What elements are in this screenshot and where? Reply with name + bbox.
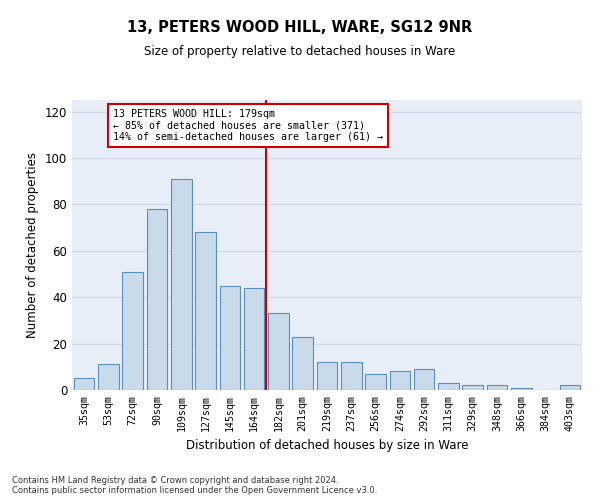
- Bar: [171, 179, 191, 390]
- Text: Contains HM Land Registry data © Crown copyright and database right 2024.
Contai: Contains HM Land Registry data © Crown c…: [12, 476, 377, 495]
- Bar: [560, 386, 580, 390]
- Text: Size of property relative to detached houses in Ware: Size of property relative to detached ho…: [145, 45, 455, 58]
- X-axis label: Distribution of detached houses by size in Ware: Distribution of detached houses by size …: [186, 439, 468, 452]
- Bar: [244, 288, 265, 390]
- Y-axis label: Number of detached properties: Number of detached properties: [26, 152, 39, 338]
- Bar: [146, 209, 167, 390]
- Bar: [195, 232, 216, 390]
- Bar: [341, 362, 362, 390]
- Bar: [487, 386, 508, 390]
- Bar: [98, 364, 119, 390]
- Bar: [317, 362, 337, 390]
- Bar: [292, 336, 313, 390]
- Text: 13 PETERS WOOD HILL: 179sqm
← 85% of detached houses are smaller (371)
14% of se: 13 PETERS WOOD HILL: 179sqm ← 85% of det…: [113, 110, 383, 142]
- Text: 13, PETERS WOOD HILL, WARE, SG12 9NR: 13, PETERS WOOD HILL, WARE, SG12 9NR: [127, 20, 473, 35]
- Bar: [268, 314, 289, 390]
- Bar: [463, 386, 483, 390]
- Bar: [220, 286, 240, 390]
- Bar: [414, 369, 434, 390]
- Bar: [122, 272, 143, 390]
- Bar: [389, 372, 410, 390]
- Bar: [511, 388, 532, 390]
- Bar: [365, 374, 386, 390]
- Bar: [438, 383, 459, 390]
- Bar: [74, 378, 94, 390]
